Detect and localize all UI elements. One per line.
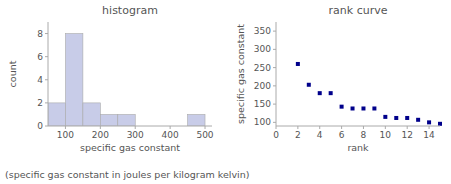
x-tick-label: 2 — [295, 130, 301, 140]
point — [438, 122, 442, 126]
y-tick-label: 250 — [254, 63, 271, 73]
chart-title: histogram — [102, 4, 158, 17]
x-tick-label: 200 — [92, 130, 109, 140]
x-tick — [319, 126, 320, 129]
x-tick — [65, 126, 66, 129]
y-tick — [273, 31, 276, 32]
x-tick — [429, 126, 430, 129]
x-tick — [170, 126, 171, 129]
point — [383, 115, 387, 119]
y-tick-label: 8 — [37, 29, 43, 39]
marks — [296, 62, 442, 126]
y-tick-label: 0 — [37, 121, 43, 131]
point — [394, 116, 398, 120]
x-tick — [363, 126, 364, 129]
x-tick-label: 6 — [339, 130, 345, 140]
x-tick — [276, 126, 277, 129]
y-tick-label: 6 — [37, 52, 43, 62]
point — [416, 118, 420, 122]
y-tick-label: 4 — [37, 75, 43, 85]
y-axis-line — [276, 22, 277, 126]
x-tick — [297, 126, 298, 129]
x-tick — [100, 126, 101, 129]
x-axis-line — [276, 126, 440, 127]
x-tick-label: 100 — [57, 130, 74, 140]
y-tick-label: 350 — [254, 26, 271, 36]
y-tick — [45, 79, 48, 80]
x-tick-label: 0 — [273, 130, 279, 140]
x-tick — [341, 126, 342, 129]
y-tick-label: 100 — [254, 117, 271, 127]
x-tick — [385, 126, 386, 129]
x-tick-label: 500 — [196, 130, 213, 140]
y-axis-label: count — [7, 60, 18, 87]
point — [307, 83, 311, 87]
caption: (specific gas constant in joules per kil… — [5, 169, 249, 180]
hist-bar — [83, 103, 100, 126]
x-tick-label: 14 — [423, 130, 435, 140]
y-tick-label: 150 — [254, 99, 271, 109]
x-tick-label: 300 — [127, 130, 144, 140]
x-tick — [135, 126, 136, 129]
y-tick — [45, 56, 48, 57]
y-tick — [273, 67, 276, 68]
y-tick — [273, 122, 276, 123]
x-tick-label: 8 — [361, 130, 367, 140]
hist-bar — [65, 34, 82, 126]
y-tick-label: 2 — [37, 98, 43, 108]
y-tick-label: 300 — [254, 44, 271, 54]
x-tick-label: 400 — [162, 130, 179, 140]
point — [329, 91, 333, 95]
y-axis-label: specific gas constant — [235, 24, 246, 124]
x-tick — [407, 126, 408, 129]
hist-bar — [100, 114, 117, 126]
point — [340, 105, 344, 109]
marks — [48, 34, 205, 126]
x-axis-line — [48, 126, 212, 127]
hist-bar — [188, 114, 205, 126]
panel: 0 2 4 6 8 10 12 14 100 150 200 250 300 350 rank curve r… — [235, 4, 442, 153]
point — [427, 120, 431, 124]
x-tick-label: 12 — [401, 130, 412, 140]
y-tick — [273, 85, 276, 86]
y-tick — [273, 104, 276, 105]
y-tick — [45, 33, 48, 34]
point — [361, 106, 365, 110]
y-tick-label: 200 — [254, 81, 271, 91]
point — [351, 106, 355, 110]
panel: 100 200 300 400 500 0 2 4 6 8 histogram specific ga… — [7, 4, 214, 153]
y-axis-line — [48, 22, 49, 126]
point — [296, 62, 300, 66]
chart-title: rank curve — [329, 4, 388, 17]
y-tick — [273, 49, 276, 50]
x-axis-label: specific gas constant — [80, 142, 180, 153]
hist-bar — [118, 114, 135, 126]
x-tick-label: 10 — [380, 130, 392, 140]
y-tick — [45, 102, 48, 103]
y-tick — [45, 126, 48, 127]
point — [372, 106, 376, 110]
x-tick-label: 4 — [317, 130, 323, 140]
point — [318, 91, 322, 95]
hist-bar — [48, 103, 65, 126]
chart-root: 10020030040050002468histogramspecific ga… — [0, 0, 451, 184]
x-axis-label: rank — [347, 142, 369, 153]
x-tick — [205, 126, 206, 129]
point — [405, 116, 409, 120]
